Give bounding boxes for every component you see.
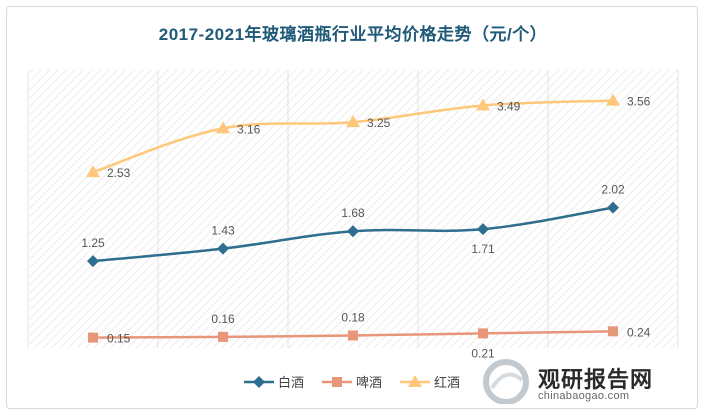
watermark: 观研报告网 chinabaogao.com bbox=[478, 358, 698, 408]
chart-title: 2017-2021年玻璃酒瓶行业平均价格走势（元/个） bbox=[158, 25, 548, 44]
legend-swatch-1 bbox=[322, 376, 353, 387]
data-point-1-3 bbox=[478, 328, 488, 339]
watermark-brand: 观研报告网 bbox=[538, 367, 654, 392]
legend-marker-1 bbox=[332, 376, 343, 387]
data-label-2-4: 3.56 bbox=[627, 95, 651, 109]
legend-swatch-0 bbox=[244, 375, 274, 388]
data-point-1-4 bbox=[608, 326, 618, 337]
plot-area bbox=[30, 70, 678, 348]
data-label-1-2: 0.18 bbox=[341, 310, 365, 324]
legend-label-1: 啤酒 bbox=[356, 375, 383, 390]
data-label-1-4: 0.24 bbox=[627, 325, 651, 339]
legend-item-0: 白酒 bbox=[244, 372, 304, 391]
data-label-1-3: 0.21 bbox=[471, 346, 495, 360]
data-point-2-3 bbox=[476, 98, 490, 111]
data-point-1-0 bbox=[88, 332, 98, 343]
data-point-0-2 bbox=[347, 225, 359, 238]
data-label-2-2: 3.25 bbox=[367, 116, 391, 130]
legend-swatch-2 bbox=[400, 375, 431, 387]
data-label-2-0: 2.53 bbox=[107, 166, 131, 180]
watermark-url: chinabaogao.com bbox=[538, 390, 630, 402]
data-label-0-1: 1.43 bbox=[211, 224, 235, 238]
data-point-0-1 bbox=[217, 242, 229, 255]
watermark-logo-icon bbox=[483, 359, 529, 404]
legend-marker-0 bbox=[253, 375, 265, 388]
data-label-0-2: 1.68 bbox=[341, 206, 365, 220]
data-label-0-3: 1.71 bbox=[471, 242, 495, 256]
legend-marker-2 bbox=[408, 375, 423, 387]
data-point-1-2 bbox=[348, 330, 358, 341]
data-label-0-0: 1.25 bbox=[81, 236, 105, 250]
data-label-0-4: 2.02 bbox=[601, 183, 625, 197]
data-label-1-0: 0.15 bbox=[107, 332, 131, 346]
data-point-0-4 bbox=[607, 201, 619, 214]
data-point-2-2 bbox=[346, 115, 360, 128]
data-label-2-3: 3.49 bbox=[497, 99, 521, 113]
data-point-0-0 bbox=[87, 255, 99, 268]
legend-label-2: 红酒 bbox=[434, 375, 461, 390]
data-point-2-0 bbox=[86, 165, 100, 178]
legend-item-1: 啤酒 bbox=[322, 372, 382, 391]
data-label-1-1: 0.16 bbox=[211, 312, 235, 326]
data-point-1-1 bbox=[218, 331, 228, 342]
legend: 白酒 啤酒 红酒 bbox=[0, 372, 706, 391]
data-point-2-4 bbox=[606, 93, 620, 106]
data-point-0-3 bbox=[477, 223, 489, 236]
legend-item-2: 红酒 bbox=[400, 372, 460, 391]
data-label-2-1: 3.16 bbox=[237, 122, 261, 136]
legend-label-0: 白酒 bbox=[278, 375, 305, 390]
data-point-2-1 bbox=[216, 121, 230, 134]
